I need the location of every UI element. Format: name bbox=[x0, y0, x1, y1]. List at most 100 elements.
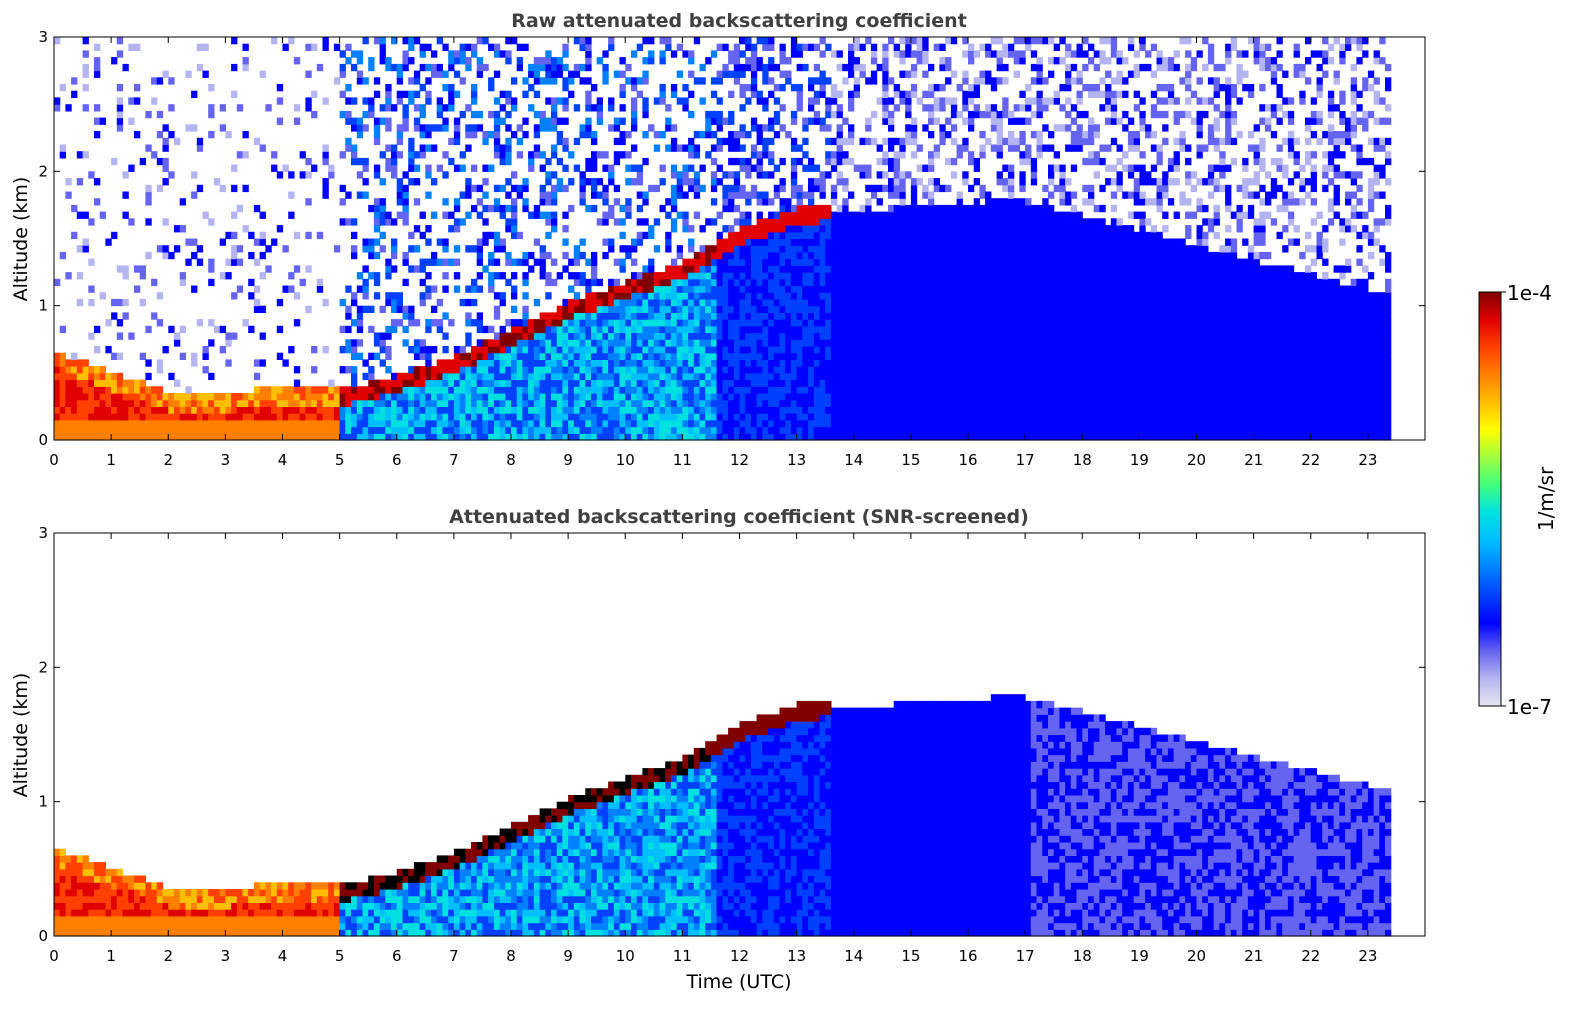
heatmap-cell bbox=[808, 406, 815, 414]
heatmap-cell bbox=[591, 359, 598, 367]
heatmap-cell bbox=[910, 265, 918, 273]
heatmap-cell bbox=[539, 386, 546, 394]
heatmap-cell bbox=[848, 339, 855, 347]
heatmap-cell bbox=[750, 184, 758, 193]
heatmap-cell bbox=[476, 238, 483, 246]
heatmap-cell bbox=[773, 332, 781, 340]
heatmap-cell bbox=[448, 57, 455, 65]
heatmap-cell bbox=[408, 231, 415, 240]
heatmap-cell bbox=[905, 238, 912, 246]
heatmap-cell bbox=[750, 413, 758, 421]
heatmap-cell bbox=[602, 393, 609, 401]
heatmap-cell bbox=[962, 238, 969, 246]
heatmap-cell bbox=[328, 399, 335, 407]
heatmap-cell bbox=[271, 406, 278, 414]
heatmap-cell bbox=[973, 399, 980, 407]
heatmap-cell bbox=[808, 278, 815, 287]
heatmap-cell bbox=[842, 231, 849, 240]
heatmap-cell bbox=[830, 426, 838, 434]
heatmap-cell bbox=[710, 251, 718, 260]
heatmap-cell bbox=[768, 63, 775, 72]
heatmap-cell bbox=[768, 366, 775, 374]
heatmap-cell bbox=[968, 124, 975, 132]
heatmap-cell bbox=[425, 352, 432, 360]
heatmap-cell bbox=[562, 184, 569, 193]
heatmap-cell bbox=[870, 346, 878, 354]
heatmap-cell bbox=[796, 386, 803, 394]
heatmap-cell bbox=[750, 298, 758, 307]
heatmap-cell bbox=[522, 413, 529, 421]
heatmap-cell bbox=[305, 419, 312, 428]
heatmap-cell bbox=[631, 352, 638, 360]
heatmap-cell bbox=[733, 346, 741, 354]
heatmap-cell bbox=[888, 399, 895, 407]
heatmap-cell bbox=[756, 386, 763, 394]
heatmap-cell bbox=[716, 144, 723, 152]
heatmap-cell bbox=[836, 419, 843, 428]
heatmap-cell bbox=[813, 43, 821, 51]
heatmap-cell bbox=[808, 43, 815, 51]
heatmap-cell bbox=[733, 426, 741, 434]
heatmap-cell bbox=[145, 386, 152, 394]
heatmap-cell bbox=[688, 413, 695, 421]
heatmap-cell bbox=[853, 339, 860, 347]
heatmap-cell bbox=[385, 84, 392, 92]
heatmap-cell bbox=[459, 413, 466, 421]
heatmap-cell bbox=[893, 359, 900, 367]
heatmap-cell bbox=[511, 77, 518, 85]
heatmap-cell bbox=[773, 426, 781, 434]
heatmap-cell bbox=[351, 151, 358, 159]
heatmap-cell bbox=[659, 386, 666, 394]
heatmap-cell bbox=[848, 379, 855, 387]
heatmap-cell bbox=[453, 399, 461, 407]
heatmap-cell bbox=[99, 372, 106, 381]
heatmap-cell bbox=[888, 339, 895, 347]
heatmap-cell bbox=[533, 57, 541, 65]
heatmap-cell bbox=[562, 379, 569, 387]
heatmap-cell bbox=[562, 386, 569, 394]
heatmap-cell bbox=[670, 218, 678, 226]
heatmap-cell bbox=[785, 319, 792, 327]
heatmap-cell bbox=[345, 312, 352, 320]
heatmap-cell bbox=[385, 218, 392, 226]
heatmap-cell bbox=[476, 251, 483, 260]
heatmap-cell bbox=[745, 97, 752, 105]
heatmap-cell bbox=[111, 372, 118, 381]
heatmap-cell bbox=[653, 339, 661, 347]
heatmap-cell bbox=[379, 359, 386, 367]
heatmap-cell bbox=[59, 419, 66, 428]
heatmap-cell bbox=[682, 419, 689, 428]
heatmap-cell bbox=[905, 285, 912, 293]
heatmap-cell bbox=[162, 346, 169, 354]
heatmap-cell bbox=[362, 157, 369, 166]
heatmap-cell bbox=[853, 298, 860, 307]
heatmap-cell bbox=[596, 325, 603, 334]
heatmap-cell bbox=[682, 191, 689, 199]
heatmap-cell bbox=[893, 251, 900, 260]
heatmap-cell bbox=[642, 319, 649, 327]
heatmap-cell bbox=[945, 77, 952, 85]
heatmap-cell bbox=[636, 352, 643, 360]
heatmap-cell bbox=[316, 285, 324, 293]
heatmap-cell bbox=[945, 57, 952, 65]
heatmap-cell bbox=[385, 258, 392, 266]
heatmap-cell bbox=[619, 265, 626, 273]
heatmap-cell bbox=[413, 104, 421, 112]
heatmap-cell bbox=[933, 372, 940, 381]
heatmap-cell bbox=[631, 426, 638, 434]
heatmap-cell bbox=[859, 265, 866, 273]
heatmap-cell bbox=[933, 97, 940, 105]
heatmap-cell bbox=[950, 399, 958, 407]
heatmap-cell bbox=[476, 198, 483, 206]
heatmap-cell bbox=[328, 406, 335, 414]
heatmap-cell bbox=[322, 97, 329, 105]
heatmap-cell bbox=[333, 77, 341, 85]
heatmap-cell bbox=[859, 426, 866, 434]
heatmap-cell bbox=[505, 433, 512, 441]
heatmap-cell bbox=[516, 325, 523, 334]
heatmap-cell bbox=[322, 426, 329, 434]
heatmap-cell bbox=[556, 332, 563, 340]
heatmap-cell bbox=[82, 211, 89, 219]
heatmap-cell bbox=[790, 37, 798, 45]
heatmap-cell bbox=[351, 124, 358, 132]
